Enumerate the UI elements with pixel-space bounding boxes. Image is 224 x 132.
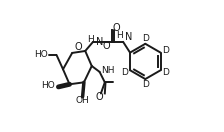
Text: O: O bbox=[102, 41, 110, 51]
Text: N: N bbox=[125, 32, 133, 42]
Text: NH: NH bbox=[101, 66, 115, 75]
Text: N: N bbox=[96, 37, 104, 47]
Text: H: H bbox=[117, 31, 123, 40]
Text: HO: HO bbox=[34, 50, 48, 59]
Text: D: D bbox=[142, 34, 149, 43]
Text: HO: HO bbox=[41, 81, 55, 90]
Text: H: H bbox=[87, 35, 94, 44]
Text: D: D bbox=[142, 79, 149, 89]
Text: O: O bbox=[75, 42, 82, 52]
Text: D: D bbox=[121, 68, 128, 77]
Text: D: D bbox=[163, 68, 170, 77]
Text: O: O bbox=[96, 92, 103, 102]
Text: O: O bbox=[112, 23, 120, 33]
Text: D: D bbox=[163, 46, 170, 55]
Text: OH: OH bbox=[76, 96, 89, 105]
